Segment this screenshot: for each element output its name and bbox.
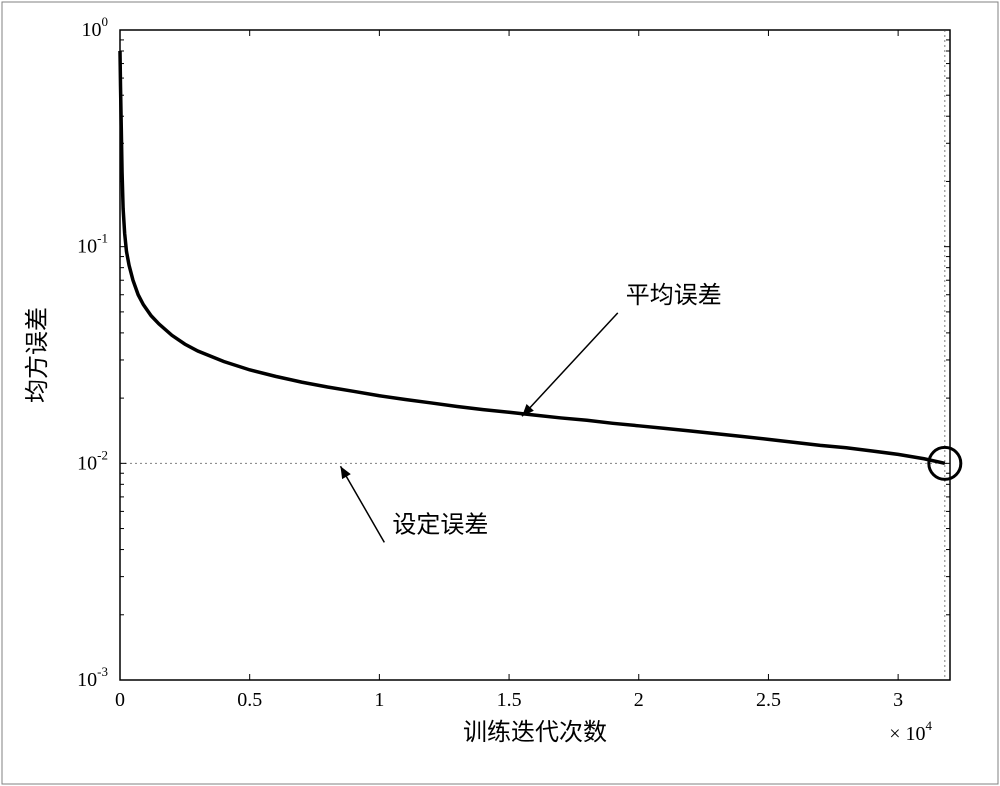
x-tick-label: 3 [893, 689, 903, 711]
outer-border [2, 2, 998, 784]
chart-container: 0 0.5 1 1.5 2 2.5 3 10-3 10-2 10-1 100 训练迭代次数 × 104 均… [0, 0, 1000, 786]
annotation-set-error-arrowhead-icon [340, 466, 350, 479]
y-tick-label: 10-1 [77, 231, 108, 258]
annotation-set-error-arrow [340, 466, 384, 542]
x-axis-label: 训练迭代次数 [463, 719, 607, 746]
x-scale-exponent: × 104 [889, 718, 932, 745]
x-tick-label: 1.5 [497, 689, 522, 711]
x-tick-label: 0 [115, 689, 125, 711]
plot-box [120, 30, 950, 680]
annotation-set-error: 设定误差 [392, 511, 488, 538]
annotation-avg-error: 平均误差 [626, 282, 722, 309]
chart-svg: 0 0.5 1 1.5 2 2.5 3 10-3 10-2 10-1 100 训练迭代次数 × 104 均… [0, 0, 1000, 786]
y-tick-label: 10-3 [77, 664, 108, 691]
y-axis-label: 均方误差 [24, 307, 51, 403]
error-curve [120, 51, 945, 463]
x-tick-label: 2.5 [756, 689, 781, 711]
y-tick-label: 100 [82, 14, 109, 41]
x-tick-label: 0.5 [237, 689, 262, 711]
y-tick-label: 10-2 [77, 447, 108, 474]
annotation-avg-error-arrow [522, 313, 618, 416]
x-tick-label: 1 [374, 689, 384, 711]
x-tick-label: 2 [634, 689, 644, 711]
